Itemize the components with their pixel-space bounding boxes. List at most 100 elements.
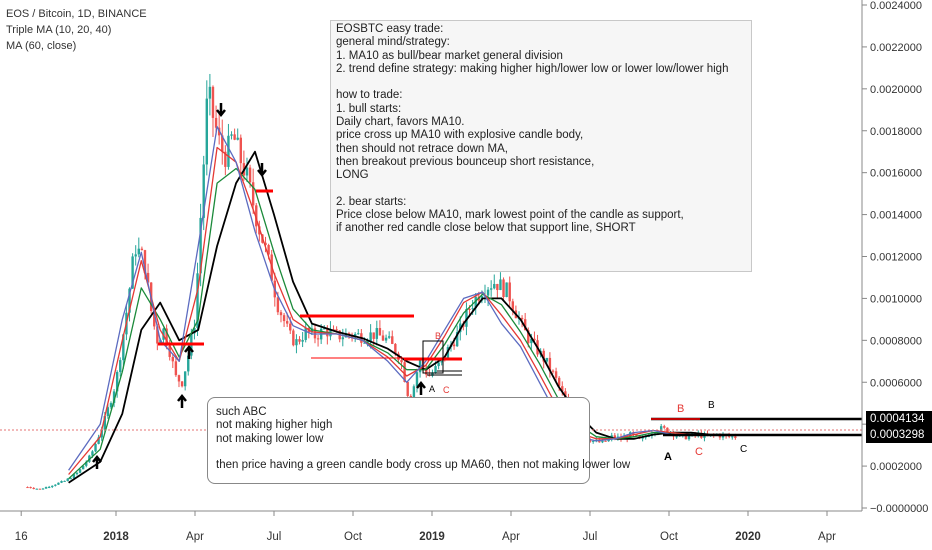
- candle-body: [502, 279, 505, 298]
- candle-body: [233, 134, 236, 140]
- ma-layer: [68, 125, 729, 484]
- candle-body: [251, 182, 255, 206]
- candle-body: [591, 440, 595, 442]
- candle-body: [313, 328, 317, 339]
- candle-body: [177, 375, 181, 382]
- y-tick-label: 0.0014000: [870, 210, 922, 222]
- y-tick-label: 0.0024000: [870, 0, 922, 12]
- candle-body: [165, 328, 168, 346]
- candle-body: [112, 391, 116, 404]
- candle-body: [523, 319, 527, 331]
- label-a-small: A: [429, 384, 435, 394]
- label-b-3: B: [708, 400, 715, 411]
- arrow-up-2: [177, 393, 187, 408]
- arrow-down-2: [257, 163, 267, 178]
- candle-body: [63, 480, 66, 482]
- candle-body: [137, 248, 140, 255]
- arrow-down-1: [216, 103, 226, 118]
- candle-body: [613, 435, 617, 439]
- candle-body: [357, 333, 360, 335]
- candle-body: [153, 310, 156, 327]
- candle-body: [406, 381, 409, 396]
- candle-body: [41, 488, 45, 490]
- label-c-1: C: [695, 446, 703, 458]
- candle-body: [511, 301, 515, 311]
- candle-body: [224, 151, 227, 167]
- candle-body: [301, 339, 304, 342]
- candle-body: [635, 434, 638, 436]
- candle-body: [508, 282, 511, 302]
- ma20-line: [68, 146, 729, 475]
- candle-body: [51, 485, 54, 487]
- x-tick-label: 16: [15, 531, 28, 543]
- x-tick-label: Oct: [344, 531, 363, 543]
- abc-note[interactable]: such ABC not making higher high not making…: [207, 397, 631, 484]
- candle-body: [295, 339, 298, 346]
- arrow-up-1: [92, 454, 102, 469]
- candle-body: [378, 328, 382, 336]
- candle-body: [542, 350, 545, 362]
- y-tick-label: −0.0000000: [870, 503, 928, 515]
- candle-body: [292, 330, 295, 346]
- strategy-note[interactable]: EOSBTC easy trade: general mind/strategy:…: [330, 20, 752, 272]
- candle-body: [298, 339, 301, 342]
- candle-body: [171, 356, 174, 362]
- candle-body: [54, 484, 57, 486]
- y-tick-label: 0.0016000: [870, 168, 922, 180]
- candle-body: [474, 296, 477, 309]
- strategy-note-line: [336, 76, 746, 89]
- candle-body: [471, 308, 474, 310]
- candle-body: [196, 273, 199, 329]
- candle-body: [486, 289, 490, 296]
- candle-body: [187, 355, 190, 372]
- candle-body: [227, 135, 230, 167]
- strategy-note-line: Daily chart, favors MA10.: [336, 116, 465, 129]
- candle-body: [143, 250, 147, 273]
- candle-body: [72, 474, 76, 479]
- candle-body: [285, 321, 289, 324]
- candle-body: [180, 381, 184, 387]
- candle-body: [489, 288, 493, 290]
- abc-note-line: then price having a green candle body cr…: [216, 459, 631, 472]
- candle-body: [434, 366, 437, 373]
- candle-body: [57, 482, 60, 485]
- x-tick-label: Oct: [660, 531, 679, 543]
- candle-body: [557, 377, 561, 387]
- strategy-note-line: then should not retrace down MA,: [336, 142, 508, 155]
- candle-body: [276, 297, 280, 313]
- y-tick-label: 0.0022000: [870, 42, 922, 54]
- candle-body: [548, 357, 552, 371]
- candle-body: [221, 135, 224, 152]
- candle-body: [663, 426, 666, 428]
- candle-body: [159, 339, 162, 344]
- strategy-note-line: 2. bear starts:: [336, 195, 407, 208]
- candle-body: [32, 487, 35, 489]
- candle-body: [687, 436, 691, 440]
- strategy-note-line: price cross up MA10 with explosive candl…: [336, 129, 584, 142]
- candle-body: [47, 486, 51, 488]
- candle-body: [684, 434, 688, 440]
- candle-body: [415, 372, 419, 387]
- strategy-note-line: LONG: [336, 169, 369, 182]
- candle-body: [248, 167, 252, 183]
- candle-body: [78, 469, 82, 473]
- candle-body: [391, 336, 394, 344]
- label-c-small: C: [443, 385, 450, 395]
- candle-body: [384, 337, 388, 341]
- candle-body: [465, 308, 468, 327]
- candle-body: [26, 487, 29, 489]
- candle-body: [44, 487, 48, 489]
- candle-body: [282, 315, 286, 322]
- candle-body: [341, 337, 345, 340]
- x-tick-label: Jul: [583, 531, 598, 543]
- strategy-note-line: how to trade:: [336, 89, 403, 102]
- candle-body: [91, 451, 94, 456]
- candle-body: [183, 371, 187, 387]
- candle-body: [468, 308, 471, 310]
- candle-body: [601, 440, 604, 443]
- candle-body: [505, 282, 508, 298]
- candle-body: [659, 426, 663, 432]
- ma10-line: [68, 125, 729, 471]
